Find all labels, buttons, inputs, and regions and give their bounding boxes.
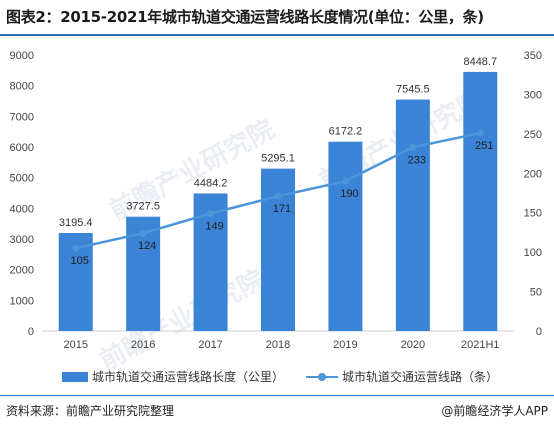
x-tick-label: 2015 bbox=[63, 339, 87, 351]
line-value-label: 190 bbox=[340, 188, 358, 200]
brand-credit: @前瞻经济学人APP bbox=[441, 404, 548, 418]
bar bbox=[463, 71, 498, 332]
title-divider bbox=[0, 34, 554, 36]
line-value-label: 233 bbox=[408, 154, 426, 166]
y-left-tick-label: 0 bbox=[28, 326, 34, 338]
line-value-label: 171 bbox=[273, 203, 291, 215]
x-tick-label: 2021H1 bbox=[461, 339, 500, 351]
y-right-tick-label: 150 bbox=[524, 208, 542, 220]
y-left-tick-label: 9000 bbox=[10, 50, 34, 62]
y-right-tick-label: 50 bbox=[530, 287, 542, 299]
line-point bbox=[207, 210, 215, 218]
legend-label-lines: 城市轨道交通运营线路（条） bbox=[342, 370, 499, 384]
bar-value-label: 7545.5 bbox=[396, 84, 430, 96]
x-tick-label: 2016 bbox=[131, 339, 155, 351]
bar-value-label: 8448.7 bbox=[463, 56, 497, 68]
legend-bar-swatch bbox=[62, 371, 88, 382]
bar-value-label: 3195.4 bbox=[59, 217, 93, 229]
y-left-tick-label: 3000 bbox=[10, 234, 34, 246]
y-right-tick-label: 250 bbox=[524, 129, 542, 141]
x-tick-label: 2020 bbox=[401, 339, 425, 351]
y-left-tick-label: 4000 bbox=[10, 203, 34, 215]
line-point bbox=[274, 192, 282, 200]
y-left-tick-label: 2000 bbox=[10, 265, 34, 277]
y-right-tick-label: 350 bbox=[524, 50, 542, 62]
x-tick-label: 2018 bbox=[266, 339, 290, 351]
bar bbox=[395, 99, 430, 331]
footer-divider bbox=[0, 395, 554, 396]
y-left-tick-label: 8000 bbox=[10, 81, 34, 93]
legend-label-length: 城市轨道交通运营线路长度（公里） bbox=[92, 370, 285, 384]
x-tick-label: 2019 bbox=[333, 339, 357, 351]
bar-value-label: 6172.2 bbox=[329, 126, 363, 138]
y-left-tick-label: 1000 bbox=[10, 295, 34, 307]
line-point bbox=[476, 129, 484, 137]
line-point bbox=[341, 177, 349, 185]
chart-plot: 0 1000 2000 3000 4000 5000 6000 7000 8000 9000 0 50… bbox=[10, 50, 542, 351]
line-value-label: 105 bbox=[71, 255, 89, 267]
chart-title: 图表2：2015-2021年城市轨道交通运营线路长度情况(单位：公里，条) bbox=[6, 8, 484, 26]
line-value-label: 149 bbox=[205, 221, 223, 233]
y-right-tick-label: 300 bbox=[524, 89, 542, 101]
y-right-tick-label: 0 bbox=[536, 326, 542, 338]
bar bbox=[328, 141, 363, 331]
y-right-tick-label: 100 bbox=[524, 247, 542, 259]
line-point bbox=[139, 229, 147, 237]
line-point bbox=[72, 244, 80, 252]
y-right-tick-label: 200 bbox=[524, 168, 542, 180]
legend-line-swatch bbox=[306, 372, 338, 382]
y-left-tick-label: 7000 bbox=[10, 111, 34, 123]
bar-value-label: 5295.1 bbox=[261, 153, 295, 165]
y-left-tick-label: 5000 bbox=[10, 173, 34, 185]
bar-value-label: 3727.5 bbox=[126, 201, 160, 213]
line-point bbox=[409, 143, 417, 151]
bar-value-label: 4484.2 bbox=[194, 177, 228, 189]
y-left-tick-label: 6000 bbox=[10, 142, 34, 154]
chart-legend: 城市轨道交通运营线路长度（公里） 城市轨道交通运营线路（条） bbox=[0, 368, 554, 388]
source-note: 资料来源：前瞻产业研究院整理 bbox=[6, 404, 175, 418]
legend-item-lines: 城市轨道交通运营线路（条） bbox=[306, 368, 498, 385]
line-value-label: 251 bbox=[475, 140, 493, 152]
line-value-label: 124 bbox=[138, 240, 156, 252]
legend-item-length: 城市轨道交通运营线路长度（公里） bbox=[62, 368, 284, 385]
x-tick-label: 2017 bbox=[198, 339, 222, 351]
